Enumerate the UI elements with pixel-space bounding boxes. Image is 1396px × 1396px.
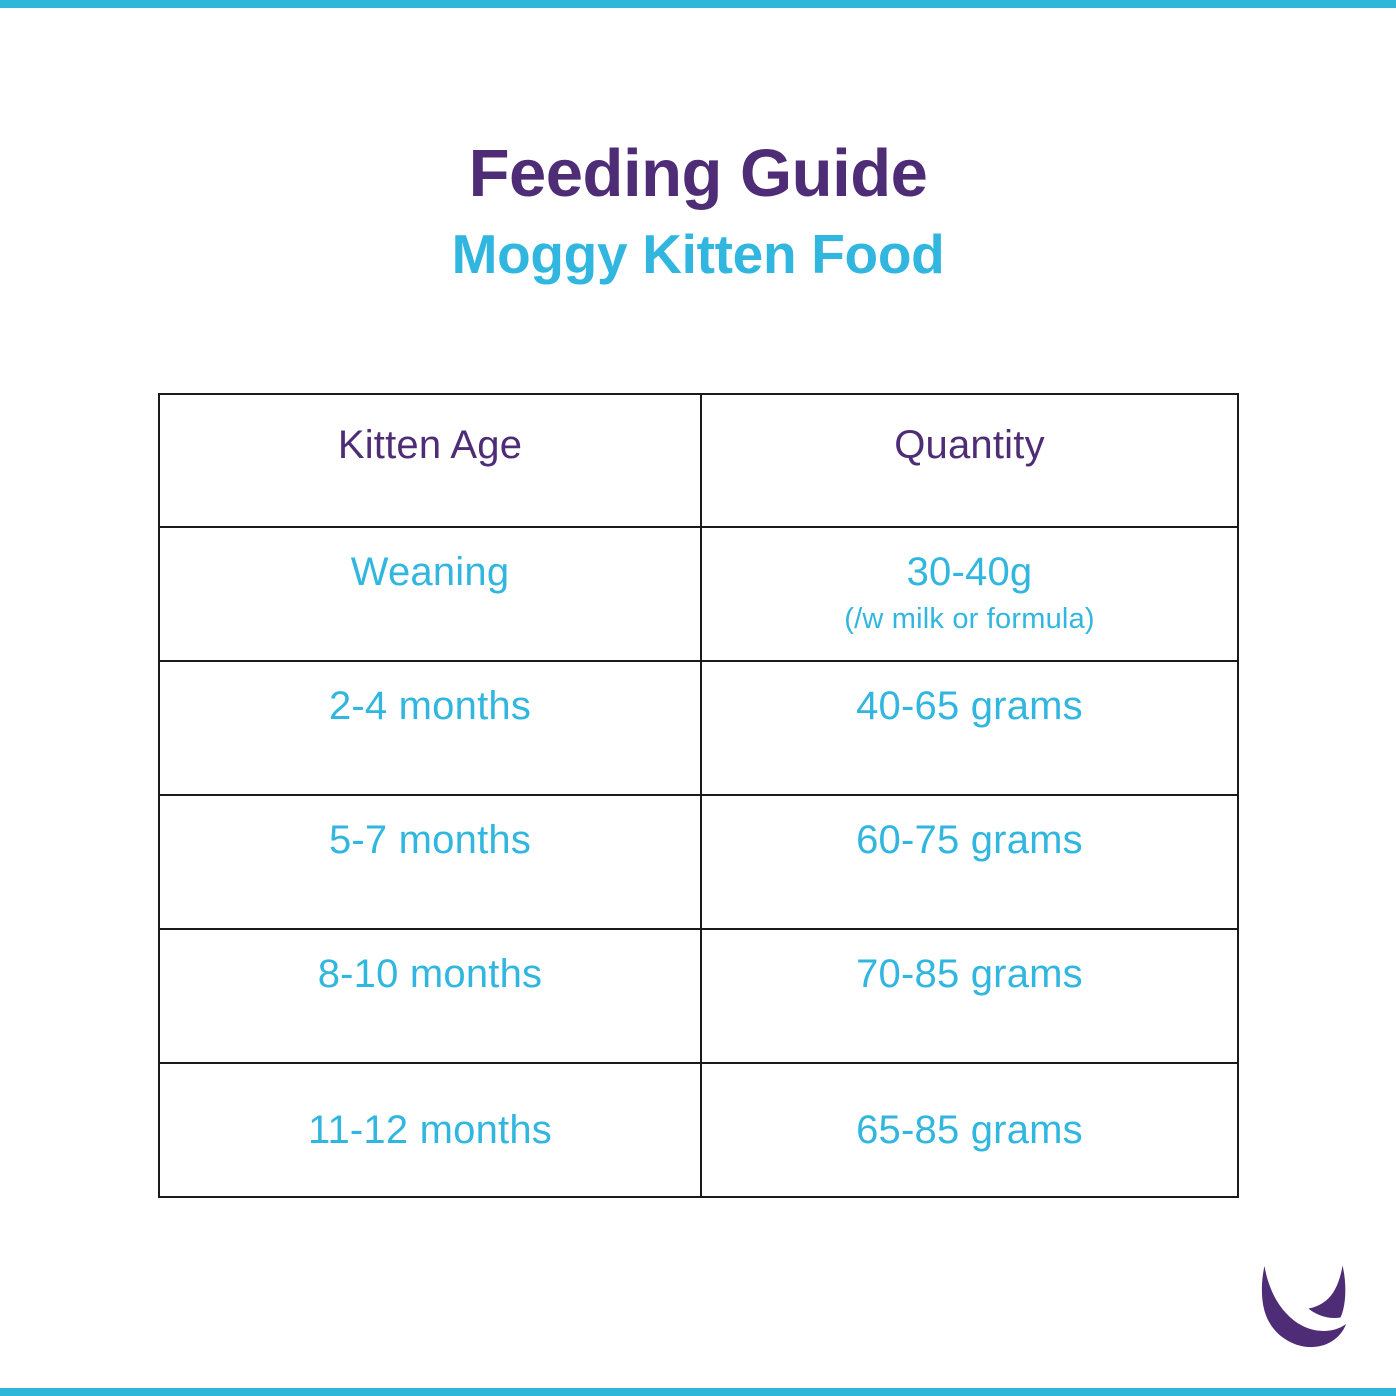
table-row: 2-4 months 40-65 grams [158, 660, 1239, 796]
moggy-cat-crescent-logo-icon [1236, 1262, 1348, 1368]
feeding-table: Kitten Age Quantity Weaning 30-40g (/ [158, 393, 1239, 1198]
cell-quantity-value: 40-65 grams [856, 684, 1083, 728]
cell-quantity-value: 65-85 grams [856, 1107, 1083, 1152]
table-row: Weaning 30-40g (/w milk or formula) [158, 526, 1239, 662]
table-row: 8-10 months 70-85 grams [158, 928, 1239, 1064]
cell-kitten-age-value: Weaning [350, 550, 510, 594]
cell-kitten-age: 2-4 months [158, 660, 702, 796]
top-accent-bar [0, 0, 1396, 8]
column-header-quantity: Quantity [700, 393, 1239, 528]
page-subtitle: Moggy Kitten Food [451, 223, 945, 286]
cell-kitten-age-value: 5-7 months [328, 818, 532, 862]
cell-quantity-value: 60-75 grams [856, 818, 1083, 862]
cell-quantity-value: 70-85 grams [856, 952, 1083, 996]
cell-kitten-age: Weaning [158, 526, 702, 662]
column-header-kitten-age-label: Kitten Age [337, 423, 523, 467]
column-header-kitten-age: Kitten Age [158, 393, 702, 528]
page-title: Feeding Guide [468, 136, 928, 211]
table-header-row: Kitten Age Quantity [158, 393, 1239, 528]
cell-quantity-note: (/w milk or formula) [844, 602, 1095, 635]
cell-quantity: 60-75 grams [700, 794, 1239, 930]
cell-kitten-age: 8-10 months [158, 928, 702, 1064]
cell-quantity: 70-85 grams [700, 928, 1239, 1064]
cell-kitten-age: 11-12 months [158, 1062, 702, 1198]
cell-quantity: 65-85 grams [700, 1062, 1239, 1198]
cell-kitten-age-value: 8-10 months [317, 952, 543, 996]
cell-kitten-age: 5-7 months [158, 794, 702, 930]
cell-quantity: 40-65 grams [700, 660, 1239, 796]
table-row: 5-7 months 60-75 grams [158, 794, 1239, 930]
cell-quantity: 30-40g (/w milk or formula) [700, 526, 1239, 662]
table-row: 11-12 months 65-85 grams [158, 1062, 1239, 1198]
cell-kitten-age-value: 2-4 months [328, 684, 532, 728]
cell-quantity-value: 30-40g [906, 550, 1033, 594]
page-header: Feeding Guide Moggy Kitten Food [0, 138, 1396, 284]
column-header-quantity-label: Quantity [894, 423, 1045, 467]
feeding-table-container: Kitten Age Quantity Weaning 30-40g (/ [158, 393, 1239, 1198]
cell-kitten-age-value: 11-12 months [307, 1107, 553, 1152]
cell-quantity-value-group: 30-40g (/w milk or formula) [702, 528, 1237, 637]
bottom-accent-bar [0, 1388, 1396, 1396]
